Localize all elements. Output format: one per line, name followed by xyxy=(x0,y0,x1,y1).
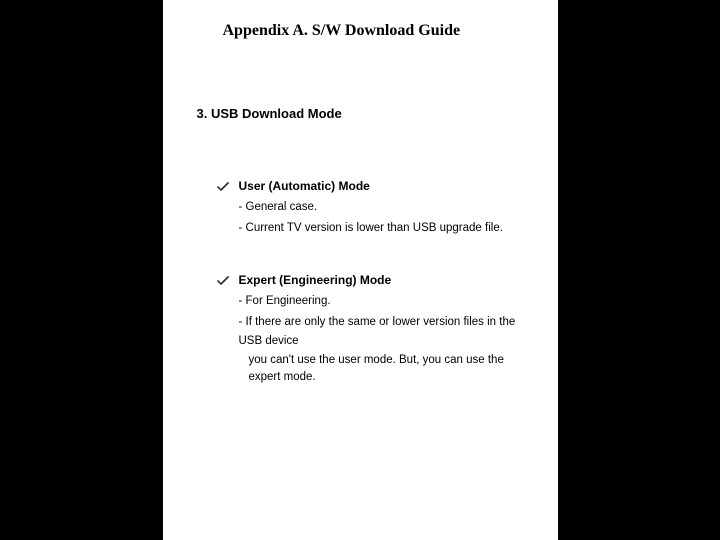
mode-line-indent: you can't use the user mode. But, you ca… xyxy=(249,352,530,387)
mode-line: - General case. xyxy=(239,198,530,216)
mode-title: Expert (Engineering) Mode xyxy=(239,273,392,289)
mode-header: User (Automatic) Mode xyxy=(217,179,530,195)
mode-title: User (Automatic) Mode xyxy=(239,179,370,195)
mode-line: - If there are only the same or lower ve… xyxy=(239,313,530,350)
mode-block-expert: Expert (Engineering) Mode - For Engineer… xyxy=(217,273,530,386)
mode-block-user: User (Automatic) Mode - General case. - … xyxy=(217,179,530,237)
checkmark-icon xyxy=(217,180,229,192)
checkmark-icon xyxy=(217,274,229,286)
mode-header: Expert (Engineering) Mode xyxy=(217,273,530,289)
section-title: 3. USB Download Mode xyxy=(197,106,530,121)
mode-line: - For Engineering. xyxy=(239,292,530,310)
section-number: 3. xyxy=(197,106,208,121)
appendix-title: Appendix A. S/W Download Guide xyxy=(223,22,530,40)
section-heading: USB Download Mode xyxy=(211,106,342,121)
mode-line: - Current TV version is lower than USB u… xyxy=(239,219,530,237)
document-page: Appendix A. S/W Download Guide 3. USB Do… xyxy=(163,0,558,540)
